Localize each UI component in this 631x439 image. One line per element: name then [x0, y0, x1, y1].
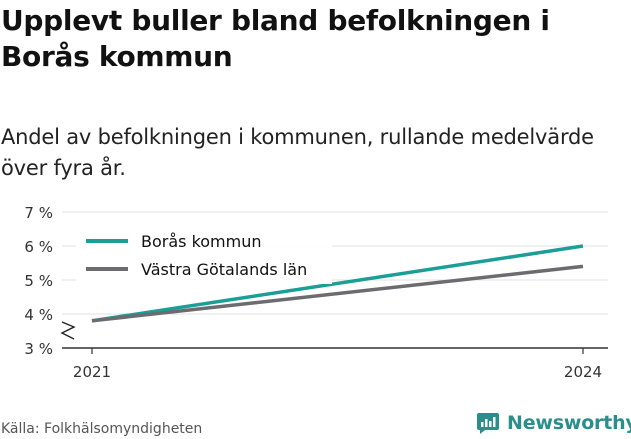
x-tick-label: 2024	[564, 363, 602, 381]
y-tick-label: 7 %	[24, 204, 53, 222]
series-line-boras	[91, 244, 584, 323]
chart-title: Upplevt buller bland befolkningen i Borå…	[1, 4, 550, 73]
y-axis-break-icon	[60, 321, 76, 340]
legend-background	[76, 224, 332, 284]
y-tick-label: 3 %	[24, 340, 53, 358]
y-tick-label: 6 %	[24, 238, 53, 256]
brand-name: Newsworthy	[507, 412, 631, 434]
y-tick-label: 5 %	[24, 272, 53, 290]
source-note: Källa: Folkhälsomyndigheten	[1, 421, 203, 437]
legend-label: Västra Götalands län	[141, 260, 307, 279]
newsworthy-logo: Newsworthy	[476, 408, 631, 438]
newsworthy-logo-icon	[477, 413, 499, 434]
chart-subtitle: Andel av befolkningen i kommunen, rullan…	[1, 125, 594, 180]
series-line-vastra-gotaland	[91, 264, 584, 323]
y-tick-label: 4 %	[24, 306, 53, 324]
legend-label: Borås kommun	[141, 232, 262, 251]
x-tick-label: 2021	[73, 363, 111, 381]
